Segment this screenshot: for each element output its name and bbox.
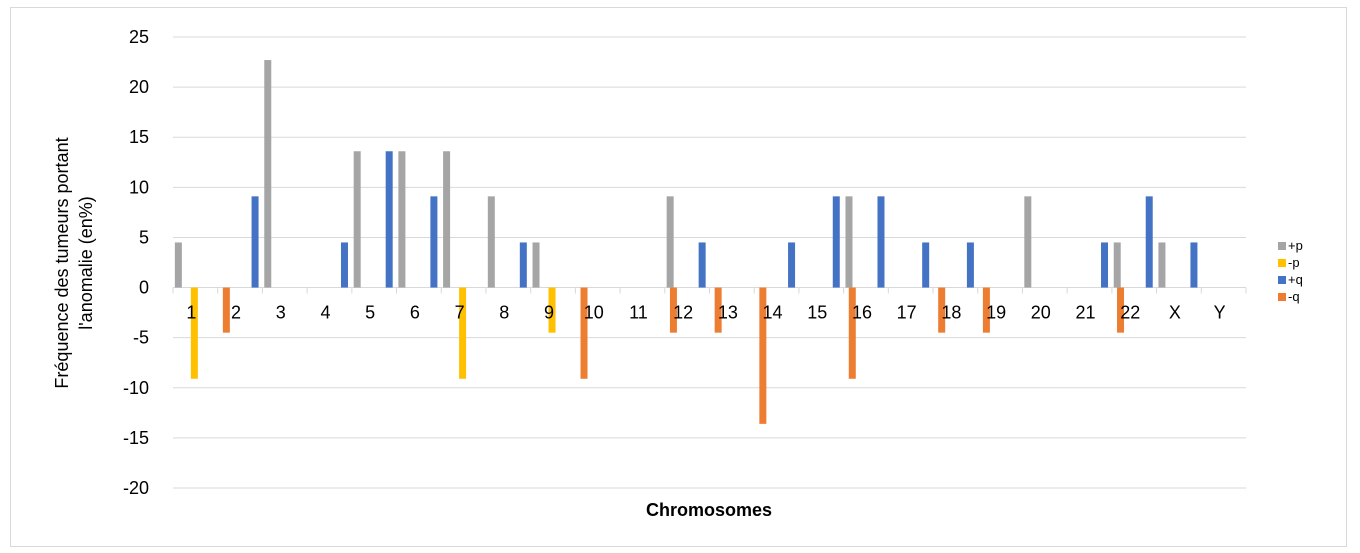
bar-+q-5 [385,151,393,288]
x-tick-label: 10 [584,303,604,323]
bar-+q-16 [877,196,885,288]
x-tick-label: 1 [186,303,196,323]
bar-+q-4 [340,242,348,288]
bar--q-9 [580,287,588,379]
bar-+q-21 [1101,242,1109,288]
bar-+q-X [1190,242,1198,288]
bar-+p-X [1158,242,1166,288]
y-tick-label: 5 [139,227,149,247]
bar-+q-8 [519,242,527,288]
bar-+p-9 [532,242,540,288]
bar-+p-22 [1113,242,1121,288]
y-tick-label: -5 [133,328,149,348]
bar-+p-16 [845,196,853,288]
y-tick-label: 20 [129,77,149,97]
x-tick-label: 4 [320,303,330,323]
bar-+q-17 [922,242,930,288]
x-tick-label: 18 [941,303,961,323]
x-tick-label: 5 [365,303,375,323]
bar--p-9 [548,287,556,333]
bar--q-17 [938,287,946,333]
bar-+q-2 [251,196,259,288]
x-tick-label: 11 [629,303,648,323]
y-tick-label: 10 [129,177,149,197]
bar--q-1 [222,287,230,333]
legend-swatch [1278,242,1286,250]
bar--p-7 [459,287,467,379]
y-tick-label: 25 [129,27,149,47]
bar-+p-3 [264,60,272,288]
y-tick-labels: -20 -15 -10 -5 0 5 10 15 20 25 [123,27,149,498]
bar-+q-6 [430,196,438,288]
x-tick-label: X [1169,303,1181,323]
legend-label: +p [1288,238,1303,253]
x-tick-label: 8 [499,303,509,323]
y-tick-label: -15 [123,428,149,448]
bar--q-18 [982,287,990,333]
y-axis-label-line2: l'anomalie (en%) [76,196,96,330]
legend-label: -p [1288,255,1300,270]
y-tick-label: 15 [129,127,149,147]
bar-+q-14 [788,242,796,288]
legend-swatch [1278,276,1286,284]
x-tick-label: 9 [544,303,554,323]
bar-+q-18 [966,242,974,288]
x-axis-label: Chromosomes [646,500,772,520]
legend-label: +q [1288,272,1303,287]
chart-frame [10,7,1347,547]
bar-+p-1 [174,242,182,288]
x-tick-label: 15 [807,303,827,323]
y-tick-label: 0 [139,278,149,298]
bar-+p-20 [1024,196,1032,288]
legend-swatch [1278,293,1286,301]
legend: +p -p +q -q [1278,238,1303,304]
y-tick-label: -20 [123,478,149,498]
x-tick-label: 6 [410,303,420,323]
x-tick-label: 17 [897,303,917,323]
x-tick-label: 7 [455,303,465,323]
x-tick-label: 19 [986,303,1006,323]
bar--q-12 [714,287,722,333]
bar--q-21 [1117,287,1125,333]
bar--q-13 [759,287,767,424]
bar-+q-22 [1145,196,1153,288]
x-tick-label: 3 [276,303,286,323]
bar-+q-15 [832,196,840,288]
bar-+q-12 [698,242,706,288]
x-tick-label: 13 [718,303,738,323]
bar-+p-6 [398,151,406,288]
bar--q-11 [669,287,677,333]
bar--p-1 [190,287,198,379]
bar-+p-7 [443,151,451,288]
bars [174,60,1198,424]
x-tick-label: 20 [1031,303,1051,323]
bar-+p-12 [666,196,674,288]
y-axis-label: Fréquence des tumeurs portant [52,137,72,388]
y-tick-label: -10 [123,378,149,398]
bar-+p-8 [487,196,495,288]
x-tick-label: 21 [1076,303,1096,323]
x-tick-label: 2 [231,303,241,323]
x-tick-label: 16 [852,303,872,323]
x-tick-label: 22 [1120,303,1140,323]
x-tick-label: 12 [673,303,693,323]
x-tick-labels: 1 2 3 4 5 6 7 8 9 10 11 12 13 14 15 16 17 18 19 20 21 22 X Y [186,303,1225,323]
bar-+p-5 [353,151,361,288]
x-tick-label: Y [1214,303,1226,323]
legend-swatch [1278,259,1286,267]
bar--q-15 [848,287,856,379]
legend-label: -q [1288,289,1300,304]
x-tick-label: 14 [763,303,783,323]
gridlines [172,36,1247,489]
